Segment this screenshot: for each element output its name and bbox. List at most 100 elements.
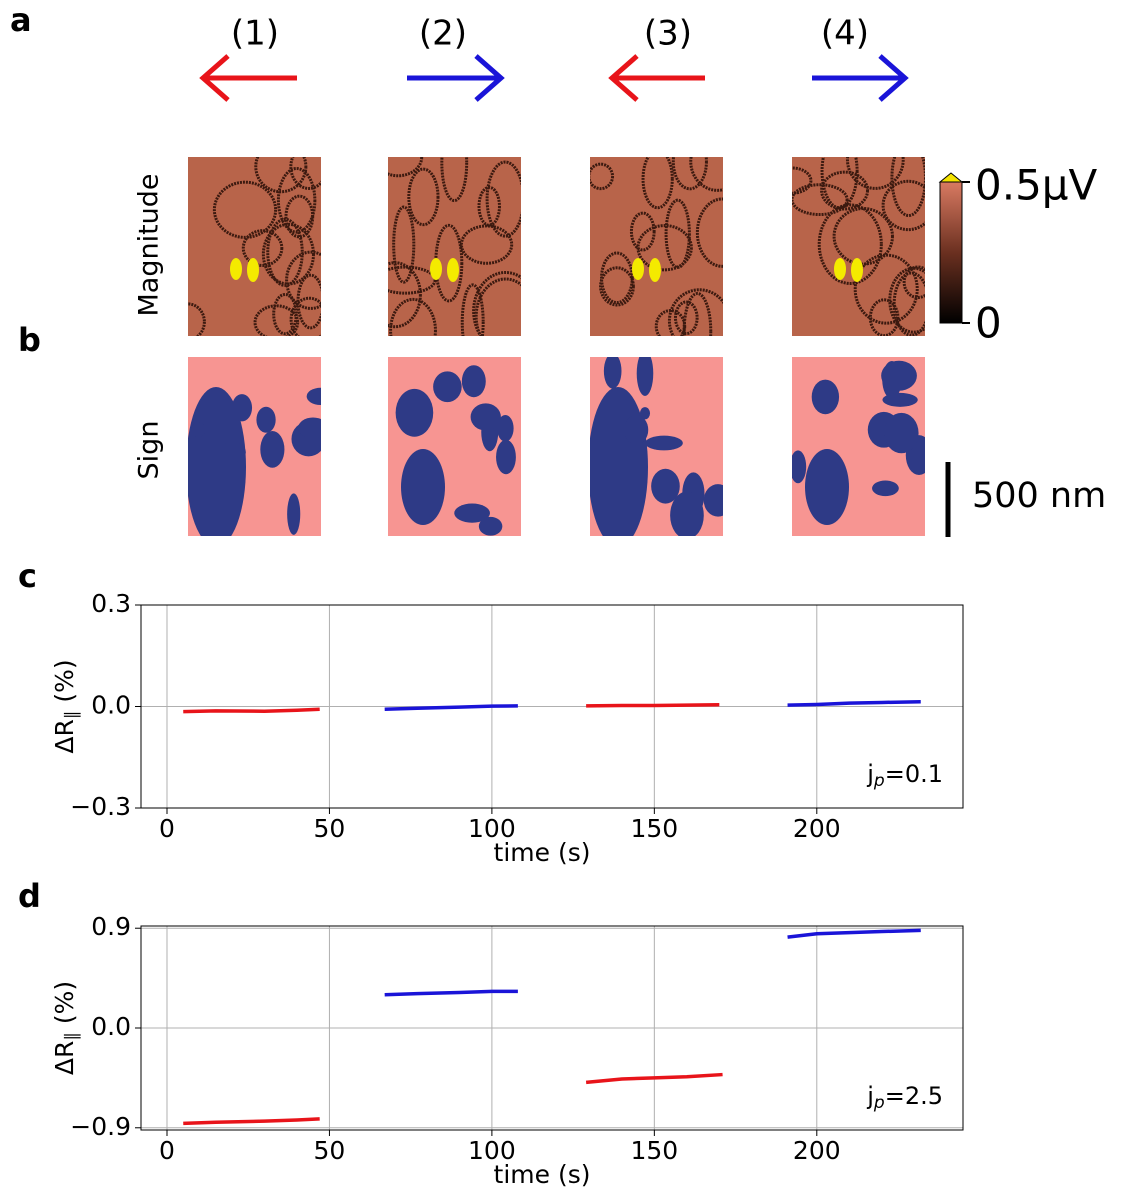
domain-wall: [261, 222, 315, 286]
domain-wall: [590, 162, 615, 191]
magnitude-map: [590, 157, 723, 336]
domain: [256, 406, 276, 433]
colorbar-label: 0.5μV: [975, 161, 1098, 210]
domain: [792, 450, 807, 484]
y-axis-label: ΔR∥ (%): [50, 659, 82, 753]
domain-wall: [671, 157, 708, 191]
domain-wall: [689, 157, 723, 192]
domain-wall: [695, 197, 723, 268]
domain-wall: [832, 207, 894, 266]
step-label: (2): [419, 14, 467, 54]
domain: [287, 493, 301, 535]
domain-wall: [599, 266, 635, 307]
data-line: [787, 700, 921, 707]
sign-map: [388, 357, 521, 536]
domain-wall: [389, 297, 437, 336]
panel-label: d: [18, 877, 41, 915]
domain-wall: [254, 157, 308, 194]
domain-wall: [485, 160, 521, 238]
domain: [497, 415, 514, 442]
y-tick-label: −0.3: [70, 792, 131, 821]
arrows: [199, 54, 909, 102]
domain-wall: [388, 157, 424, 178]
annotation-rest: =2.5: [885, 1082, 943, 1110]
data-line: [586, 703, 720, 708]
domain: [231, 394, 253, 422]
domain-wall: [641, 157, 674, 210]
panel-label: b: [18, 321, 41, 359]
domain: [298, 417, 321, 439]
x-axis-label: time (s): [494, 838, 591, 867]
arrow: [812, 54, 909, 102]
y-label-rest: (%): [50, 659, 79, 710]
domain-wall: [817, 203, 883, 285]
hotspot: [247, 258, 259, 282]
y-axis-label: ΔR∥ (%): [50, 981, 82, 1075]
domain-wall: [902, 265, 925, 300]
magnitude-map: [792, 157, 925, 336]
row-label: Sign: [134, 421, 165, 480]
domain-wall: [388, 265, 437, 295]
domain-wall: [474, 277, 521, 336]
data-line: [183, 1117, 320, 1126]
annotation-sub: p: [873, 771, 885, 791]
arrow: [608, 54, 705, 102]
x-tick-label: 200: [793, 814, 841, 843]
step-label: (1): [231, 14, 279, 54]
domain: [639, 407, 651, 420]
x-tick-label: 50: [314, 814, 346, 843]
sign-map: [792, 357, 925, 536]
colorbar: [939, 181, 963, 324]
domain: [670, 491, 704, 536]
maps: [188, 157, 925, 536]
domain-wall: [392, 205, 416, 284]
domain: [805, 449, 849, 525]
y-label-main: ΔR: [50, 719, 79, 753]
step-label: (4): [821, 14, 869, 54]
domain: [872, 480, 899, 497]
domain-wall: [289, 296, 321, 336]
domain: [260, 431, 285, 468]
x-tick-label: 100: [468, 1136, 516, 1165]
domain-wall: [845, 157, 905, 190]
annotation-sub: p: [873, 1093, 885, 1113]
domain: [470, 403, 501, 431]
domain: [461, 365, 486, 398]
panel-label: a: [10, 1, 32, 39]
domain: [395, 388, 434, 437]
y-label-rest: (%): [50, 981, 79, 1032]
domain-wall: [820, 170, 870, 211]
x-tick-label: 50: [314, 1136, 346, 1165]
domain: [624, 414, 649, 445]
domain: [191, 422, 206, 438]
magnitude-map: [388, 157, 521, 336]
domain-wall: [285, 250, 321, 310]
hotspot: [447, 258, 459, 282]
domain-wall: [600, 251, 634, 305]
hotspot: [649, 258, 661, 282]
magnitude-map: [188, 157, 321, 336]
domain: [306, 387, 321, 405]
hotspot: [851, 258, 863, 282]
annotation-main: j: [866, 760, 874, 788]
domain: [496, 439, 516, 475]
data-line: [183, 707, 320, 714]
domain-wall: [682, 292, 713, 336]
hotspot: [430, 258, 442, 280]
domain: [433, 371, 462, 403]
domain-wall: [289, 157, 321, 190]
annotation: jp=2.5: [866, 1082, 943, 1113]
map-background: [388, 157, 521, 336]
domain-wall: [460, 283, 485, 336]
colorbar-extension: [938, 172, 964, 183]
domain: [811, 379, 840, 415]
x-tick-label: 0: [159, 814, 175, 843]
hotspot: [230, 258, 242, 280]
domain-wall: [296, 273, 321, 330]
annotation: jp=0.1: [866, 760, 943, 791]
domain-wall: [868, 298, 900, 336]
data-line: [585, 1072, 723, 1085]
domain-wall: [664, 198, 691, 269]
colorbar-label: 0: [975, 299, 1002, 348]
